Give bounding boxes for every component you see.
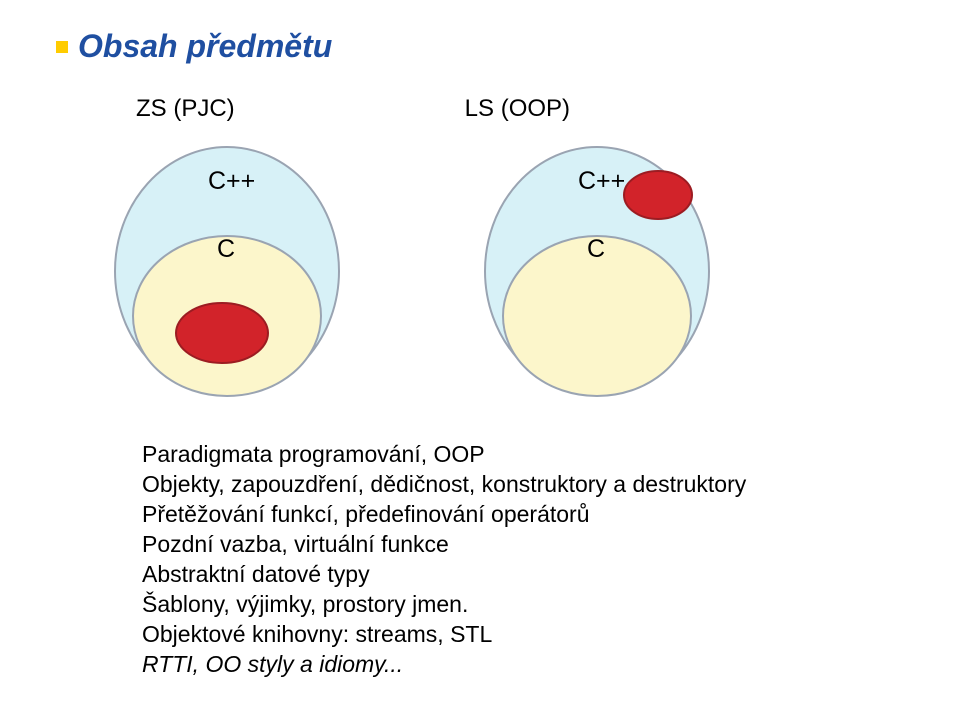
bullet-item: RTTI, OO styly a idiomy... bbox=[142, 651, 904, 678]
venn-accent-ellipse bbox=[176, 303, 268, 363]
bullet-item: Paradigmata programování, OOP bbox=[142, 441, 904, 468]
bullet-item: Pozdní vazba, virtuální funkce bbox=[142, 531, 904, 558]
bullets-list: Paradigmata programování, OOP Objekty, za… bbox=[56, 441, 904, 678]
venn-right: C++ C bbox=[462, 141, 732, 401]
venn-inner-label: C bbox=[217, 235, 235, 263]
venn-left: C++ C bbox=[92, 141, 362, 401]
page-title: Obsah předmětu bbox=[78, 28, 332, 65]
title-accent-block bbox=[56, 41, 68, 53]
venn-diagrams-row: C++ C C++ C bbox=[56, 141, 904, 401]
venn-outer-label: C++ bbox=[208, 167, 255, 195]
venn-accent-ellipse bbox=[624, 171, 692, 219]
bullet-item: Šablony, výjimky, prostory jmen. bbox=[142, 591, 904, 618]
bullet-item: Přetěžování funkcí, předefinování operát… bbox=[142, 501, 904, 528]
column-label-left: ZS (PJC) bbox=[136, 95, 235, 123]
bullet-item: Abstraktní datové typy bbox=[142, 561, 904, 588]
title-row: Obsah předmětu bbox=[56, 28, 904, 65]
venn-inner-label: C bbox=[587, 235, 605, 263]
venn-outer-label: C++ bbox=[578, 167, 625, 195]
slide-page: Obsah předmětu ZS (PJC) LS (OOP) C++ C C+… bbox=[0, 0, 960, 724]
bullet-item: Objektové knihovny: streams, STL bbox=[142, 621, 904, 648]
bullet-item: Objekty, zapouzdření, dědičnost, konstru… bbox=[142, 471, 904, 498]
column-label-right: LS (OOP) bbox=[465, 95, 570, 123]
column-labels-row: ZS (PJC) LS (OOP) bbox=[56, 95, 904, 123]
